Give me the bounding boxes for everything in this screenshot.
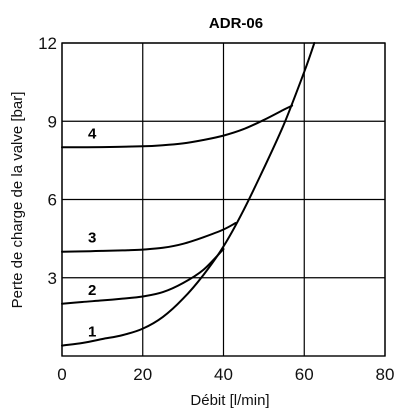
x-tick-label-0: 0 bbox=[57, 365, 66, 384]
curve-2 bbox=[61, 248, 225, 305]
grid bbox=[61, 42, 386, 357]
y-tick-label-6: 6 bbox=[48, 191, 57, 210]
x-tick-label-60: 60 bbox=[295, 365, 314, 384]
curve-label-2: 2 bbox=[88, 282, 96, 299]
curves bbox=[61, 42, 316, 347]
plot-frame bbox=[61, 42, 386, 357]
curve-3 bbox=[61, 222, 237, 253]
y-tick-label-3: 3 bbox=[48, 269, 57, 288]
x-axis-label: Débit [l/min] bbox=[190, 392, 269, 409]
curve-label-4: 4 bbox=[88, 125, 97, 142]
curve-label-1: 1 bbox=[88, 324, 96, 341]
curve-4 bbox=[61, 104, 294, 149]
y-tick-label-9: 9 bbox=[48, 112, 57, 131]
x-tick-label-40: 40 bbox=[214, 365, 233, 384]
chart-title: ADR-06 bbox=[209, 15, 263, 32]
x-tick-label-80: 80 bbox=[376, 365, 395, 384]
x-tick-label-20: 20 bbox=[133, 365, 152, 384]
curve-label-3: 3 bbox=[88, 230, 96, 247]
curve-labels: 1 2 3 4 bbox=[88, 125, 97, 340]
y-tick-label-12: 12 bbox=[38, 34, 57, 53]
curve-1 bbox=[61, 42, 316, 347]
y-axis-label: Perte de charge de la valve [bar] bbox=[9, 92, 26, 309]
